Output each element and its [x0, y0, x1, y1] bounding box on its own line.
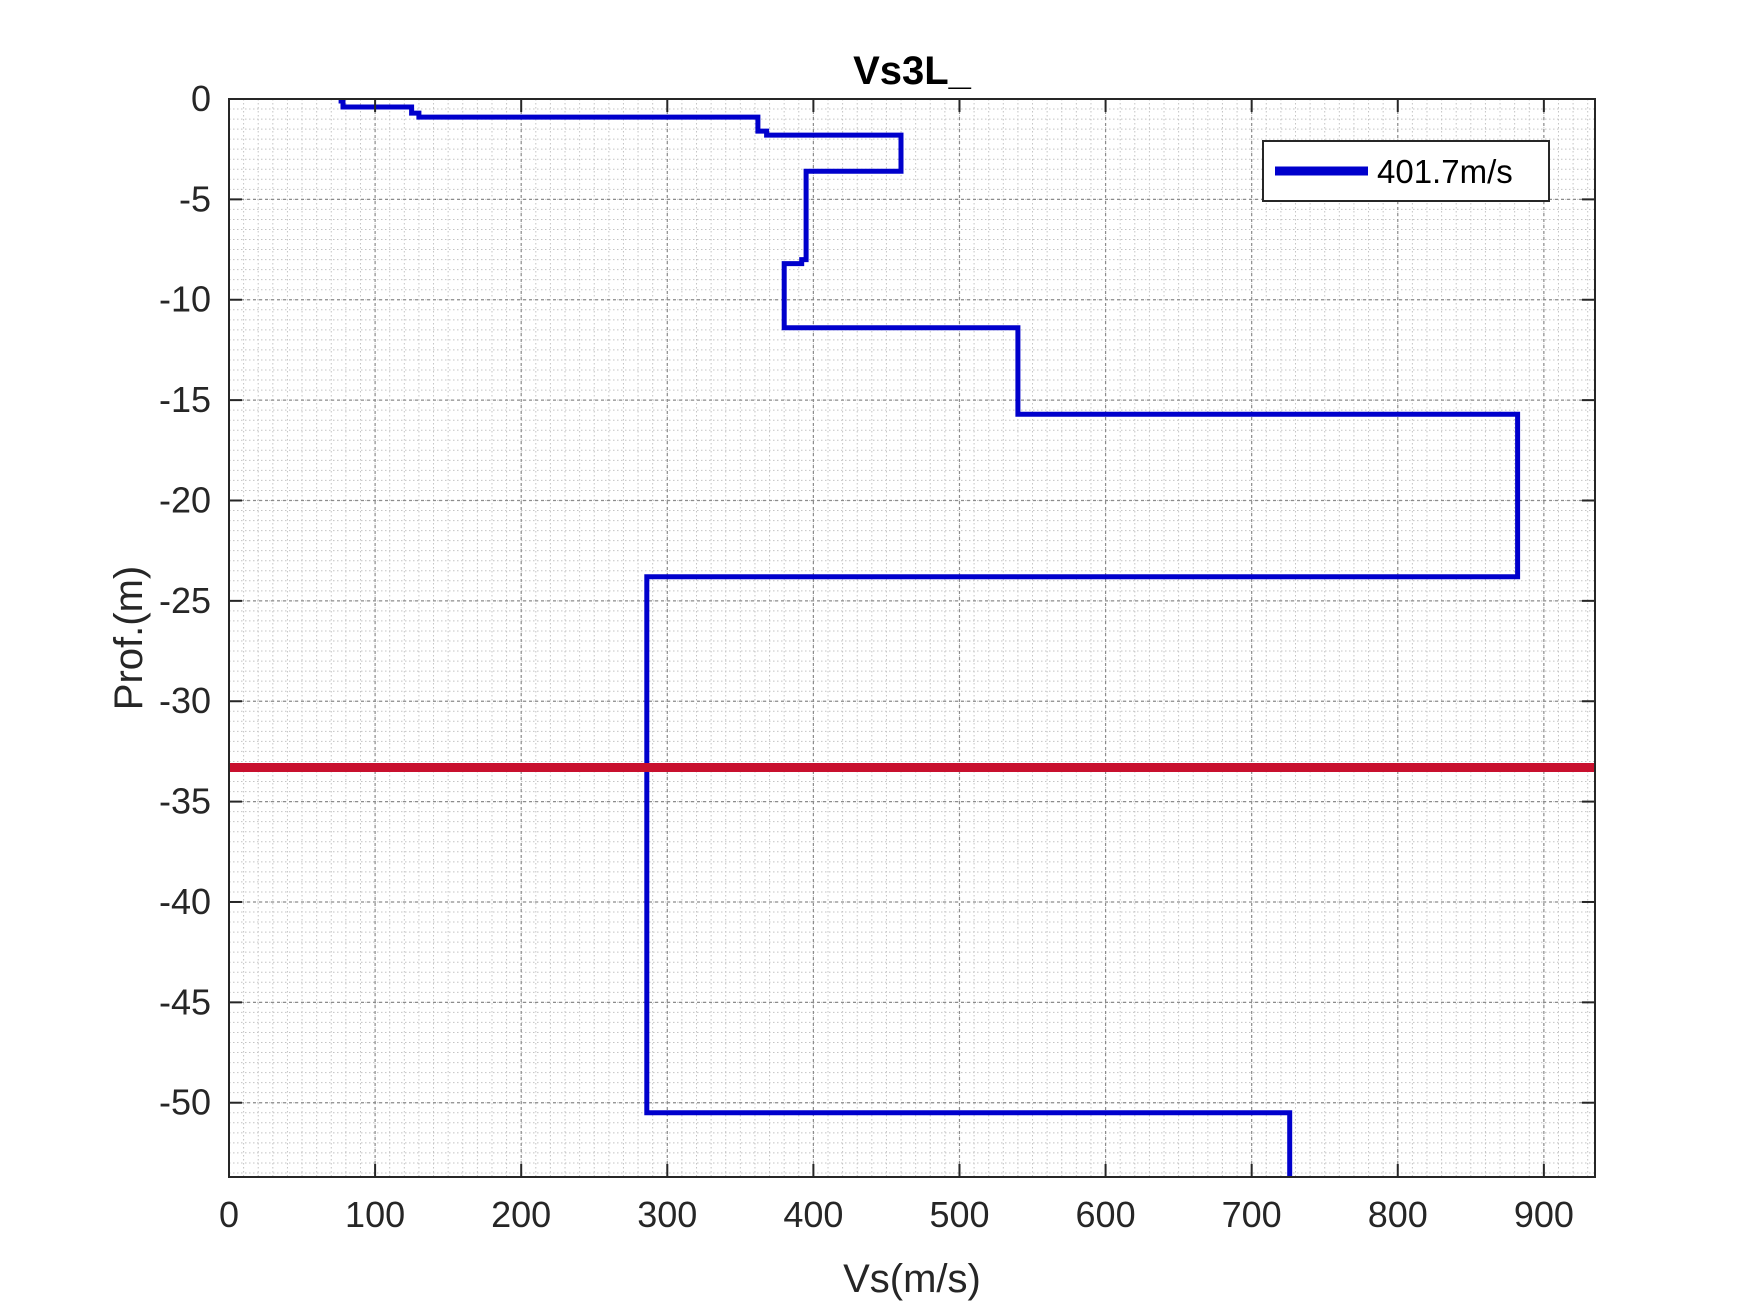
y-tick-labels: 0 -5 -10 -15 -20 -25 -30 -35 -40 -45 -50: [159, 78, 211, 1123]
y-axis-label: Prof.(m): [107, 566, 151, 710]
y-tick-label: -10: [159, 279, 211, 320]
x-tick-label: 100: [345, 1194, 405, 1235]
series-layer: [338, 98, 1521, 1177]
y-tick-label: -40: [159, 881, 211, 922]
y-tick-label: -25: [159, 580, 211, 621]
x-tick-label: 200: [491, 1194, 551, 1235]
x-tick-label: 900: [1514, 1194, 1574, 1235]
y-tick-label: -5: [179, 178, 211, 219]
x-tick-label: 800: [1368, 1194, 1428, 1235]
x-tick-label: 300: [637, 1194, 697, 1235]
x-tick-label: 400: [783, 1194, 843, 1235]
x-tick-label: 700: [1222, 1194, 1282, 1235]
chart-title: Vs3L_: [853, 49, 972, 93]
y-tick-label: -50: [159, 1082, 211, 1123]
series-line: [338, 98, 1521, 1177]
x-tick-labels: 0 100 200 300 400 500 600 700 800 900: [219, 1194, 1574, 1235]
y-tick-label: -20: [159, 479, 211, 520]
plot-border: [228, 98, 1596, 1178]
y-tick-label: -30: [159, 680, 211, 721]
x-tick-label: 600: [1076, 1194, 1136, 1235]
x-axis-label: Vs(m/s): [843, 1257, 981, 1301]
plot-area: [229, 99, 1595, 1177]
legend-entry-label: 401.7m/s: [1377, 153, 1513, 190]
y-tick-label: -45: [159, 981, 211, 1022]
x-tick-label: 0: [219, 1194, 239, 1235]
y-tick-label: 0: [191, 78, 211, 119]
y-tick-label: -35: [159, 781, 211, 822]
legend: 401.7m/s: [1262, 140, 1550, 202]
tick-marks: [228, 98, 1595, 1177]
x-tick-label: 500: [929, 1194, 989, 1235]
y-tick-label: -15: [159, 379, 211, 420]
